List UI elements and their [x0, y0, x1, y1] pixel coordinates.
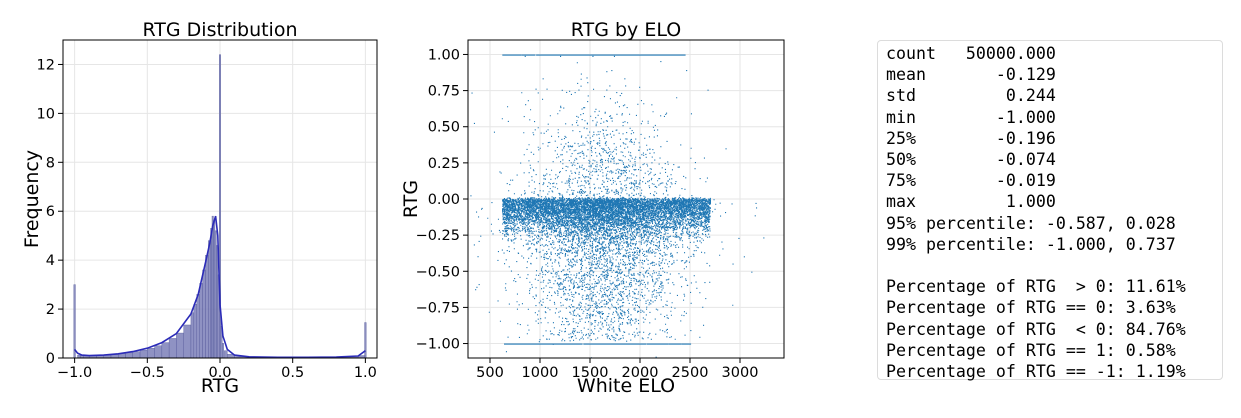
chart2-x-tick-label: 1500: [572, 365, 609, 381]
chart1-y-tick-label: 4: [46, 253, 55, 269]
chart1-bar: [125, 352, 133, 359]
chart2-y-tick-label: −0.25: [416, 228, 460, 244]
chart2-x-tick-label: 2500: [672, 365, 709, 381]
chart2-y-tick-label: 0.50: [428, 120, 460, 136]
chart1-bar: [214, 230, 217, 359]
chart1-bar: [183, 324, 192, 359]
chart1-bar: [205, 255, 209, 359]
chart2-x-tick-label: 500: [476, 365, 504, 381]
chart2-x-label: White ELO: [577, 375, 675, 397]
chart1-bar: [213, 220, 216, 359]
chart1-bar: [190, 312, 195, 359]
chart1-y-ticks: 0 2 4 6 8 10 12: [37, 57, 63, 367]
chart2-scatter-points: [470, 54, 765, 359]
chart1-bar: [132, 351, 141, 359]
chart1-y-tick-label: 2: [46, 302, 55, 318]
chart1-bar: [202, 269, 206, 359]
chart1-x-ticks: −1.0 −0.5 0.0 0.5 1.0: [57, 358, 377, 381]
chart1-x-label: RTG: [201, 375, 239, 397]
histogram-chart: RTG Distribution −1.0 −0.5 0.0 0.5 1.0 0 2 4 6 8…: [21, 19, 378, 397]
chart1-bar: [168, 338, 177, 359]
chart2-x-ticks: 500 1000 1500 2000 2500 3000: [476, 358, 758, 381]
chart1-y-tick-label: 12: [37, 57, 55, 73]
chart1-x-tick-label: 1.0: [354, 365, 377, 381]
chart1-bar: [193, 303, 197, 359]
chart1-bar: [176, 332, 184, 359]
chart1-bar: [139, 349, 148, 359]
chart2-y-tick-label: −0.50: [416, 264, 460, 280]
chart2-y-tick-label: 1.00: [428, 47, 460, 63]
chart2-y-ticks: −1.00 −0.75 −0.50 −0.25 0.00 0.25 0.50 0.75 1.00: [416, 47, 468, 353]
chart1-bar: [364, 322, 367, 359]
chart1-bar: [224, 350, 228, 359]
chart1-y-tick-label: 10: [37, 106, 55, 122]
chart2-x-tick-label: 3000: [722, 365, 759, 381]
chart2-x-tick-label: 1000: [522, 365, 559, 381]
chart1-title: RTG Distribution: [142, 19, 297, 41]
stats-text: count 50000.000 mean -0.129 std 0.244 mi…: [886, 44, 1186, 382]
chart2-y-tick-label: 0.75: [428, 84, 460, 100]
chart1-y-label: Frequency: [21, 150, 43, 248]
chart2-title: RTG by ELO: [571, 19, 681, 41]
chart2-x-tick-label: 2000: [622, 365, 659, 381]
chart1-bar: [118, 353, 126, 359]
stats-panel: count 50000.000 mean -0.129 std 0.244 mi…: [877, 40, 1223, 382]
chart1-bar: [73, 284, 76, 359]
chart2-y-tick-label: −0.75: [416, 300, 460, 316]
chart2-y-tick-label: −1.00: [416, 337, 460, 353]
chart1-x-tick-label: 0.5: [281, 365, 304, 381]
chart1-y-tick-label: 0: [46, 351, 55, 367]
chart1-bar: [196, 294, 200, 359]
chart2-y-tick-label: 0.00: [428, 192, 460, 208]
chart1-x-tick-label: −0.5: [130, 365, 165, 381]
chart1-y-tick-label: 8: [46, 155, 55, 171]
chart1-bar: [199, 283, 203, 359]
chart1-bar: [216, 245, 219, 359]
chart1-bar: [210, 228, 213, 359]
chart1-bar: [211, 215, 214, 359]
chart1-bar: [154, 345, 163, 359]
chart1-x-tick-label: 0.0: [208, 365, 231, 381]
chart1-bar: [147, 348, 155, 359]
chart1-bar: [221, 343, 224, 359]
chart2-y-tick-label: 0.25: [428, 156, 460, 172]
chart2-y-label: RTG: [400, 180, 422, 218]
chart1-bar: [161, 342, 170, 359]
scatter-chart: RTG by ELO 500 1000 1500 2000 2500 3000 −1.00…: [400, 19, 785, 397]
chart1-x-tick-label: −1.0: [57, 365, 92, 381]
chart1-y-tick-label: 6: [46, 204, 55, 220]
chart2-points: [470, 54, 765, 359]
chart1-kde-line: [73, 215, 366, 359]
